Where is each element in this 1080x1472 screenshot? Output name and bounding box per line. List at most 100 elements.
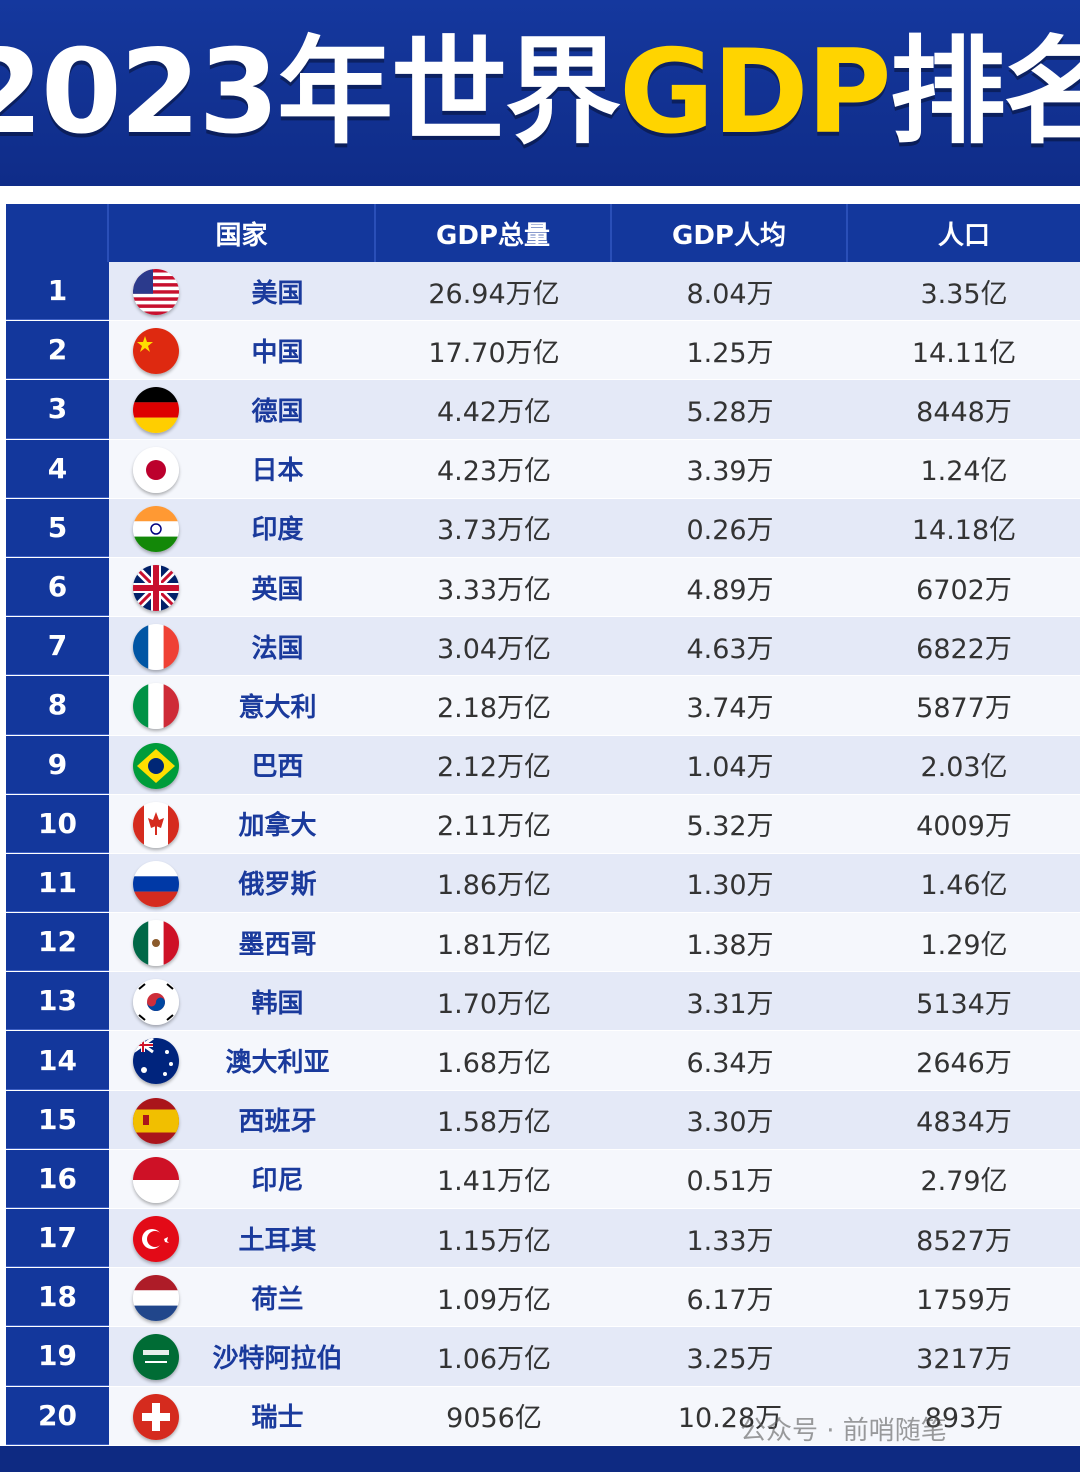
rank-cell: 9 <box>6 735 109 794</box>
indonesia-flag-icon <box>133 1156 179 1203</box>
table-row: 19 沙特阿拉伯 1.06万亿 3.25万 3217万 <box>6 1327 1080 1387</box>
country-cell: 德国 <box>109 380 376 439</box>
table-row: 18 荷兰 1.09万亿 6.17万 1759万 <box>6 1268 1080 1328</box>
country-cell: 墨西哥 <box>109 913 376 972</box>
gdp-total-cell: 1.58万亿 <box>376 1090 612 1149</box>
country-cell: 中国 <box>109 321 376 380</box>
rank-cell: 12 <box>6 913 109 972</box>
country-name: 俄罗斯 <box>238 870 317 901</box>
country-name: 印尼 <box>251 1166 304 1197</box>
country-name: 加拿大 <box>238 811 317 842</box>
country-cell: 加拿大 <box>109 794 376 853</box>
rank-cell: 18 <box>6 1268 109 1327</box>
gdp-per-capita-cell: 10.28万 <box>612 1386 848 1445</box>
gdp-per-capita-cell: 0.51万 <box>612 1149 848 1208</box>
table-row: 6 英国 3.33万亿 4.89万 6702万 <box>6 557 1080 618</box>
table-row: 11 俄罗斯 1.86万亿 1.30万 1.46亿 <box>6 853 1080 914</box>
population-cell: 1.46亿 <box>848 853 1080 913</box>
table-row: 13 韩国 1.70万亿 3.31万 5134万 <box>6 972 1080 1032</box>
gdp-per-capita-cell: 8.04万 <box>612 262 848 321</box>
gdp-per-capita-cell: 1.30万 <box>612 853 848 913</box>
gdp-total-cell: 1.70万亿 <box>376 972 612 1031</box>
rank-cell: 1 <box>6 262 109 321</box>
gdp-per-capita-cell: 1.04万 <box>612 735 848 794</box>
rank-cell: 16 <box>6 1149 109 1208</box>
australia-flag-icon <box>133 1038 179 1085</box>
country-cell: 西班牙 <box>109 1090 376 1149</box>
rank-cell: 15 <box>6 1090 109 1149</box>
turkey-flag-icon <box>133 1216 179 1262</box>
country-name: 瑞士 <box>251 1403 304 1434</box>
country-cell: 英国 <box>109 557 376 617</box>
gdp-per-capita-cell: 1.25万 <box>612 321 848 380</box>
country-name: 美国 <box>251 278 304 309</box>
page-title: 2023年世界 GDP 排名 <box>0 0 1080 186</box>
france-flag-icon <box>133 624 179 671</box>
title-part-1: 2023年世界 <box>0 25 621 160</box>
table-row: 5 印度 3.73万亿 0.26万 14.18亿 <box>6 498 1080 558</box>
rank-cell: 3 <box>6 380 109 439</box>
country-name: 巴西 <box>251 752 304 783</box>
population-cell: 14.11亿 <box>848 321 1080 380</box>
gdp-total-cell: 2.12万亿 <box>376 735 612 794</box>
country-cell: 美国 <box>109 262 376 321</box>
rank-cell: 10 <box>6 794 109 853</box>
italy-flag-icon <box>133 683 179 730</box>
gdp-per-capita-cell: 4.89万 <box>612 557 848 617</box>
switzerland-flag-icon <box>133 1393 179 1440</box>
table-header: 国家 GDP总量 GDP人均 人口 <box>6 204 1080 262</box>
country-cell: 荷兰 <box>109 1268 376 1327</box>
country-name: 沙特阿拉伯 <box>212 1343 343 1374</box>
country-cell: 澳大利亚 <box>109 1031 376 1090</box>
table-row: 7 法国 3.04万亿 4.63万 6822万 <box>6 617 1080 677</box>
watermark: 公众号 · 前哨随笔 <box>740 1416 947 1446</box>
country-name: 日本 <box>251 456 304 487</box>
gdp-per-capita-cell: 3.25万 <box>612 1327 848 1386</box>
russia-flag-icon <box>133 860 179 907</box>
table-row: 14 澳大利亚 1.68万亿 6.34万 2646万 <box>6 1031 1080 1091</box>
gdp-total-cell: 1.81万亿 <box>376 913 612 972</box>
country-cell: 日本 <box>109 439 376 498</box>
country-cell: 印尼 <box>109 1149 376 1208</box>
us-flag-icon <box>133 269 179 315</box>
gdp-total-cell: 3.04万亿 <box>376 617 612 676</box>
rank-cell: 5 <box>6 498 109 557</box>
gdp-per-capita-cell: 0.26万 <box>612 498 848 557</box>
table-row: 12 墨西哥 1.81万亿 1.38万 1.29亿 <box>6 913 1080 973</box>
header-population: 人口 <box>937 220 990 251</box>
rank-cell: 4 <box>6 439 109 498</box>
table-row: 9 巴西 2.12万亿 1.04万 2.03亿 <box>6 735 1080 795</box>
population-cell: 2.03亿 <box>848 735 1080 794</box>
gdp-total-cell: 2.18万亿 <box>376 676 612 735</box>
population-cell: 6702万 <box>848 557 1080 617</box>
gdp-total-cell: 1.06万亿 <box>376 1327 612 1386</box>
header-rank <box>6 204 109 262</box>
country-name: 西班牙 <box>238 1107 317 1138</box>
title-part-2: GDP <box>619 25 892 160</box>
gdp-per-capita-cell: 6.17万 <box>612 1268 848 1327</box>
country-name: 韩国 <box>251 988 304 1019</box>
gdp-per-capita-cell: 1.33万 <box>612 1209 848 1268</box>
country-cell: 瑞士 <box>109 1386 376 1445</box>
population-cell: 14.18亿 <box>848 498 1080 557</box>
korea-flag-icon <box>133 979 179 1026</box>
rank-cell: 13 <box>6 972 109 1031</box>
table-row: 15 西班牙 1.58万亿 3.30万 4834万 <box>6 1090 1080 1150</box>
population-cell: 893万 <box>848 1386 1080 1445</box>
country-cell: 印度 <box>109 498 376 557</box>
gdp-total-cell: 3.33万亿 <box>376 557 612 617</box>
population-cell: 8527万 <box>848 1209 1080 1268</box>
table-row: 8 意大利 2.18万亿 3.74万 5877万 <box>6 676 1080 736</box>
country-cell: 沙特阿拉伯 <box>109 1327 376 1386</box>
netherlands-flag-icon <box>133 1275 179 1322</box>
population-cell: 6822万 <box>848 617 1080 676</box>
title-part-3: 排名 <box>889 25 1080 160</box>
table-row: 3 德国 4.42万亿 5.28万 8448万 <box>6 380 1080 440</box>
population-cell: 3.35亿 <box>848 262 1080 321</box>
population-cell: 8448万 <box>848 380 1080 439</box>
country-name: 荷兰 <box>251 1284 304 1315</box>
population-cell: 1759万 <box>848 1268 1080 1327</box>
country-name: 土耳其 <box>238 1225 317 1256</box>
rank-cell: 6 <box>6 557 109 617</box>
japan-flag-icon <box>133 446 179 493</box>
